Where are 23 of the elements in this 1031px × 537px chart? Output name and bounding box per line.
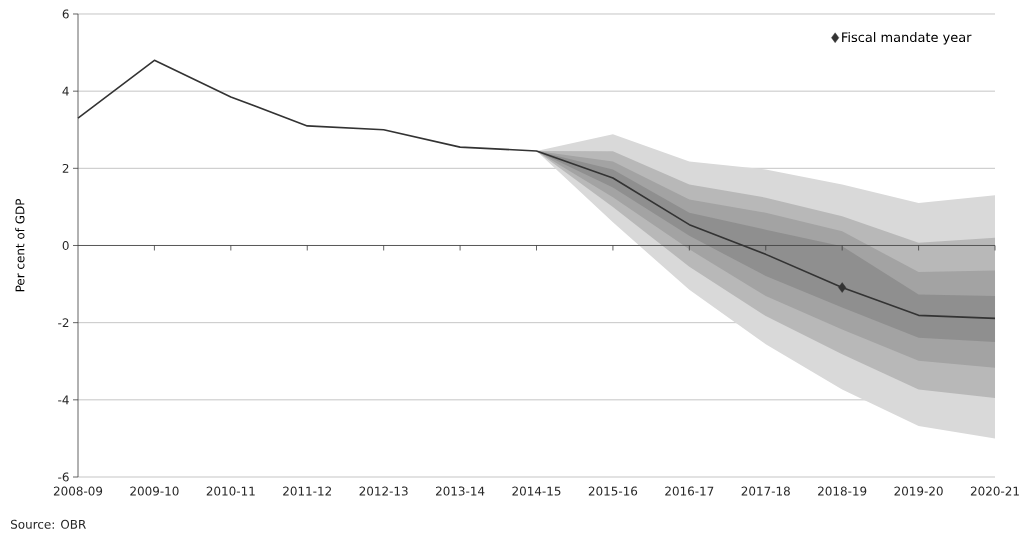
x-tick-label: 2016-17 (665, 486, 714, 496)
x-tick-label: 2019-20 (894, 486, 943, 496)
y-tick-label: -2 (58, 318, 69, 328)
x-tick-label: 2020-21 (970, 486, 1019, 496)
x-tick-label: 2010-11 (206, 486, 255, 496)
x-tick-label: 2012-13 (359, 486, 408, 496)
x-tick-label: 2013-14 (435, 486, 485, 496)
x-tick-label: 2008-09 (53, 486, 103, 496)
x-tick-label: 2011-12 (283, 486, 332, 496)
x-tick-label: 2015-16 (588, 486, 638, 496)
y-tick-label: 4 (62, 86, 69, 96)
x-tick-label: 2017-18 (741, 486, 790, 496)
source-note: Source: OBR (10, 519, 86, 529)
x-tick-label: 2018-19 (818, 486, 867, 496)
x-tick-label: 2009-10 (130, 486, 179, 496)
legend-label: Fiscal mandate year (842, 32, 972, 45)
y-tick-label: 6 (62, 9, 69, 19)
y-tick-label: -6 (58, 472, 69, 482)
x-tick-label: 2014-15 (512, 486, 561, 496)
y-tick-label: -4 (58, 395, 69, 405)
y-tick-label: 2 (62, 163, 69, 173)
y-tick-label: 0 (62, 240, 69, 251)
y-axis-title: Per cent of GDP (15, 198, 25, 292)
